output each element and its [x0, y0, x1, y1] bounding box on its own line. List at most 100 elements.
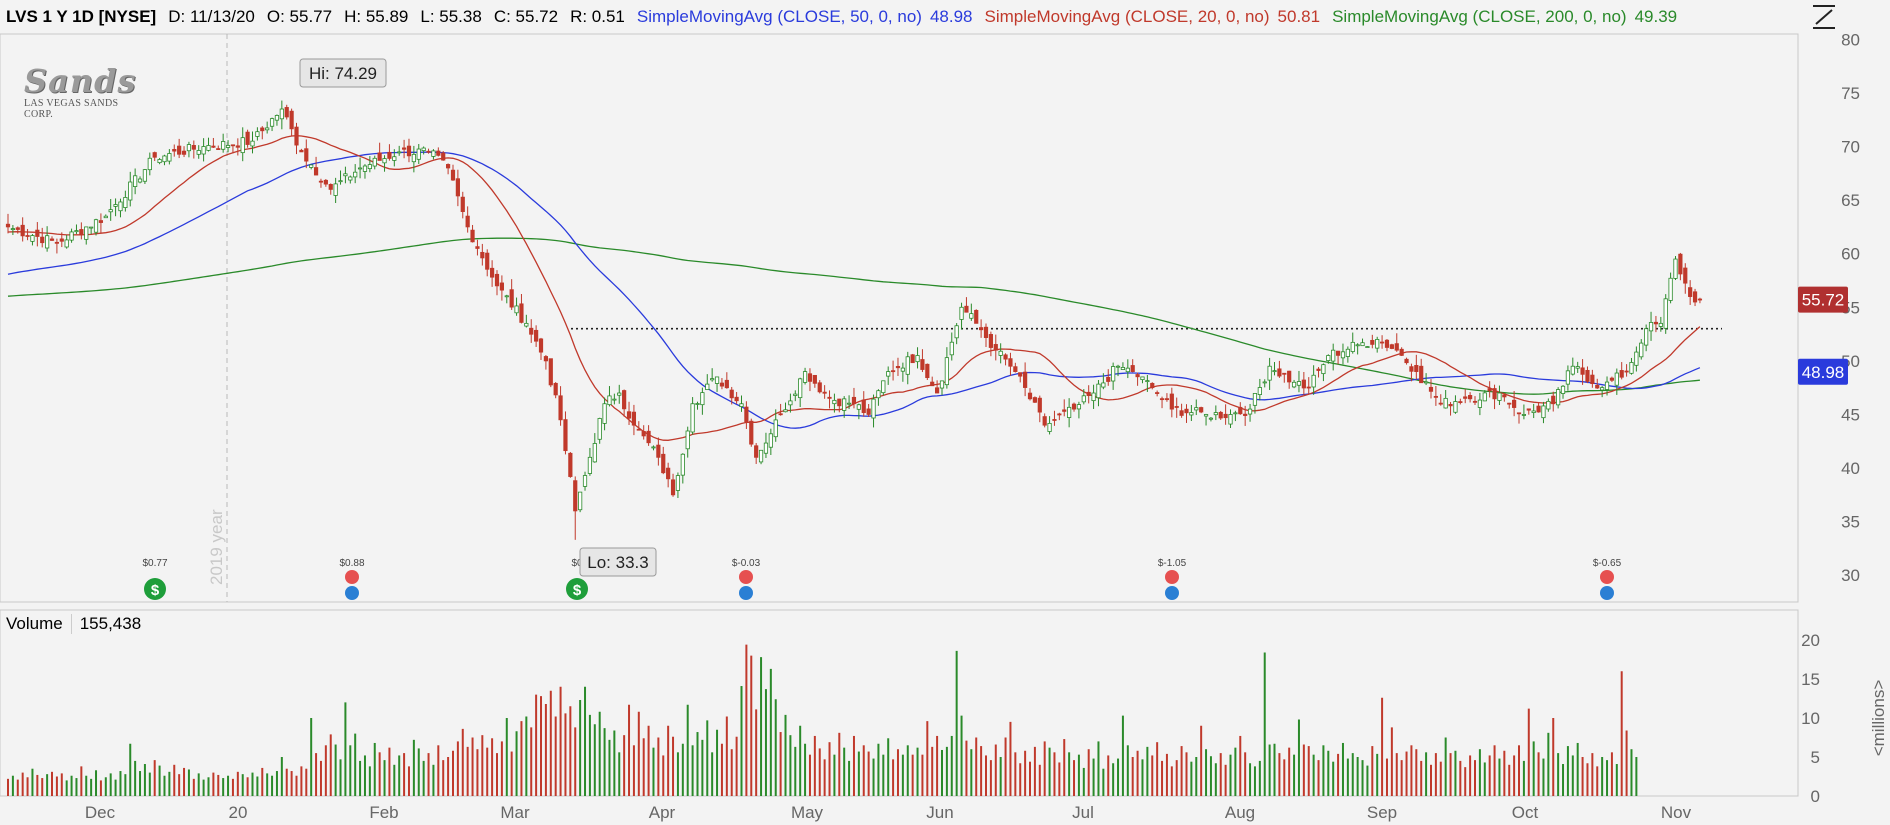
candle [172, 144, 177, 157]
candle [631, 404, 637, 436]
candle [881, 380, 886, 396]
candle-body [1472, 400, 1478, 403]
candle-body [1008, 358, 1013, 367]
candle-body [817, 382, 822, 393]
candle-body [1497, 392, 1502, 401]
candle-body [142, 169, 148, 182]
candle-body [1575, 366, 1580, 369]
candle [915, 347, 920, 369]
candle-body [1350, 341, 1355, 352]
sma200-label[interactable]: SimpleMovingAvg (CLOSE, 200, 0, no) [1332, 7, 1627, 26]
candle-body [1409, 366, 1414, 372]
candle [969, 303, 974, 321]
candle-body [304, 148, 309, 162]
candle [69, 228, 74, 243]
candle-body [675, 475, 681, 491]
candle-body [235, 145, 240, 148]
candle [313, 156, 319, 176]
candle-body [1448, 404, 1453, 407]
candle-body [1189, 412, 1194, 416]
candle [812, 374, 817, 388]
candle-body [578, 491, 583, 511]
candle [123, 190, 128, 212]
candle [401, 139, 407, 159]
candle-body [1335, 350, 1341, 356]
candle-body [685, 430, 690, 450]
sma50-label[interactable]: SimpleMovingAvg (CLOSE, 50, 0, no) [636, 7, 922, 26]
candle-body [1663, 298, 1668, 329]
candle-body [147, 157, 152, 171]
candle [98, 213, 104, 233]
candle-body [1604, 381, 1610, 390]
candle [30, 234, 35, 246]
candle [1042, 413, 1047, 428]
candle [1252, 393, 1258, 414]
candle-body [25, 235, 30, 237]
candle [1521, 404, 1526, 420]
candle [636, 421, 641, 431]
candle [279, 100, 284, 130]
candle-body [1042, 416, 1047, 426]
candle-body [211, 145, 216, 148]
candle [1560, 385, 1566, 399]
candle-body [1404, 358, 1409, 364]
earnings-icon [345, 570, 359, 600]
candle [1326, 354, 1331, 364]
candle-body [1658, 322, 1663, 327]
volume-panel-bg [0, 609, 1799, 797]
candle-body [1570, 365, 1575, 375]
candle [128, 171, 133, 207]
candle [225, 140, 231, 153]
candle [35, 222, 40, 247]
sma20-label[interactable]: SimpleMovingAvg (CLOSE, 20, 0, no) [984, 7, 1270, 26]
candle-body [1184, 408, 1189, 414]
drawing-tool-icon[interactable] [1810, 3, 1838, 31]
candle [1663, 294, 1668, 334]
candle-body [807, 373, 813, 382]
candle [783, 402, 788, 413]
candle [910, 353, 915, 364]
candle-body [558, 395, 563, 421]
candle [954, 323, 959, 345]
candle-body [225, 145, 231, 148]
open-readout: O: 55.77 [266, 7, 333, 26]
candle [1169, 387, 1174, 418]
candle [1267, 357, 1272, 390]
candle-body [920, 359, 925, 370]
candle [40, 227, 45, 248]
sma50-badge-text: 48.98 [1802, 363, 1845, 382]
candle [162, 154, 167, 166]
candle [1502, 393, 1507, 402]
candle [304, 139, 309, 169]
candle [979, 319, 984, 338]
earnings-icon-bottom [345, 586, 359, 600]
candle [1424, 373, 1429, 386]
candle-body [299, 149, 304, 153]
candle [54, 238, 60, 254]
lo-callout-box [579, 547, 657, 577]
candle-body [1438, 402, 1443, 405]
candle-body [1536, 405, 1541, 413]
candle-body [1370, 339, 1375, 345]
candle [221, 133, 226, 153]
candle-body [969, 313, 974, 319]
candle [1609, 376, 1615, 383]
candle [45, 226, 50, 252]
candle-body [661, 453, 666, 474]
candle-body [700, 392, 705, 406]
candle [1291, 379, 1297, 389]
candle [1497, 385, 1502, 405]
candle [475, 239, 480, 256]
volume-label: Volume [6, 614, 63, 633]
candle [519, 294, 524, 324]
candle [832, 393, 837, 413]
candle [1306, 377, 1311, 394]
candle [944, 347, 949, 389]
candle-body [1326, 355, 1331, 361]
candle-body [710, 378, 715, 381]
candle-body [1419, 365, 1424, 384]
candle [1331, 343, 1336, 371]
candle-body [622, 390, 627, 410]
candle-body [1433, 395, 1438, 398]
x-tick-label: Mar [500, 803, 530, 822]
